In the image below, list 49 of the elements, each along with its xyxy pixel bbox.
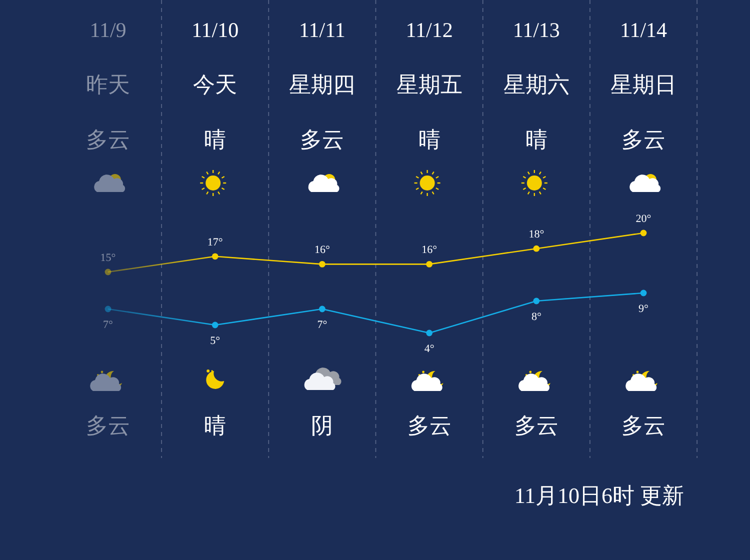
x-tick-label: 11/11 [299,18,346,42]
text: 11月10日6时 更新 [514,483,684,508]
text: 昨天 [86,72,130,97]
point [640,230,647,236]
data-label: 18° [528,228,544,241]
data-label: 16° [422,244,438,256]
data-label: 20° [636,213,652,225]
text: 多云 [86,127,130,152]
point [212,322,218,328]
x-tick-label: 11/13 [512,18,560,42]
data-label: 15° [100,252,116,264]
text: 星期日 [610,72,676,97]
text: 多云 [514,413,558,438]
x-tick-label: 11/9 [90,18,126,42]
point [640,290,647,296]
x-tick-label: 11/14 [620,18,668,42]
point [104,306,112,312]
text: 晴 [418,127,440,152]
point [104,268,112,276]
point [533,245,540,252]
text: 多云 [407,413,452,438]
x-tick-label: 11/12 [406,18,453,42]
text: 星期四 [289,72,356,97]
text: 晴 [204,127,226,152]
text: 多云 [622,127,666,152]
x-tick-label: 11/10 [192,18,239,42]
text: 晴 [525,127,548,152]
data-label: 7° [317,319,328,331]
data-label: 16° [314,244,330,256]
point [426,330,432,336]
text: 星期五 [396,72,462,97]
text: 今天 [193,72,238,97]
point [212,253,218,260]
data-label: 8° [531,311,542,323]
point [533,298,540,304]
data-label: 7° [103,319,113,331]
data-label: 17° [207,236,223,248]
point [319,306,326,312]
point [426,261,432,268]
text: 晴 [204,413,226,438]
text: 多云 [300,127,344,152]
text: 多云 [622,413,666,438]
data-label: 4° [424,343,434,355]
data-label: 9° [638,303,648,315]
text: 多云 [86,413,130,438]
point [319,261,326,268]
text: 阴 [311,413,334,438]
data-label: 5° [210,335,220,347]
text: 星期六 [503,72,570,97]
